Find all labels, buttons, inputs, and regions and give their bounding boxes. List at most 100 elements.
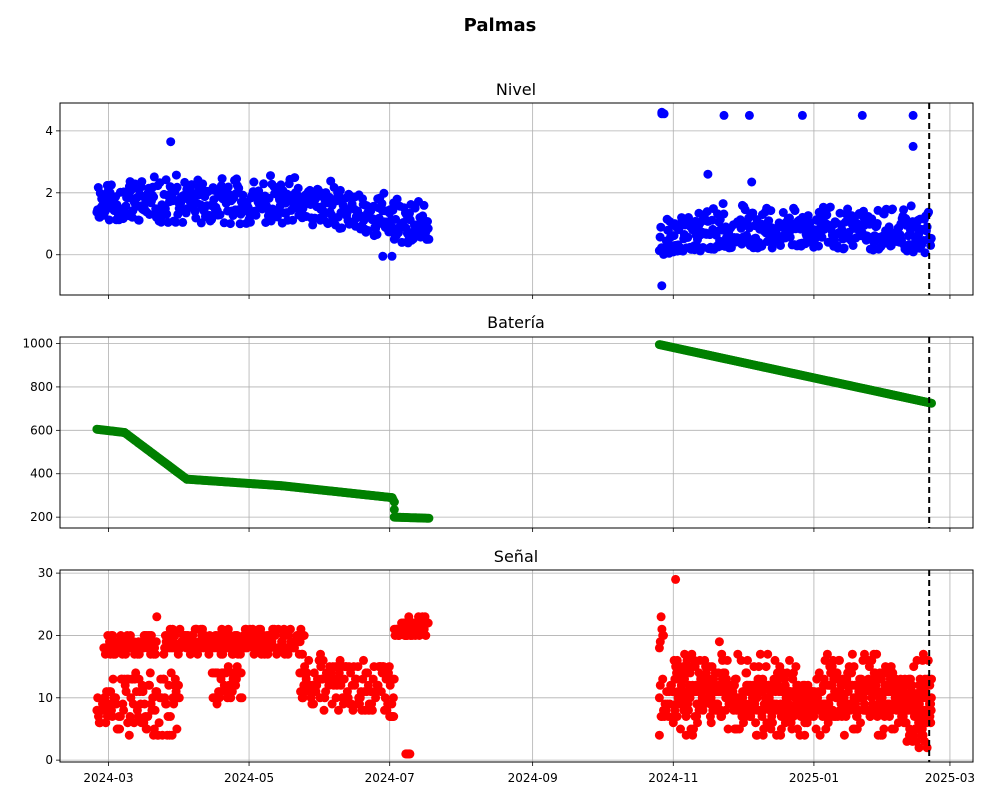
senal-point [822, 705, 832, 715]
senal-point [706, 718, 716, 728]
nivel-point [747, 177, 757, 187]
nivel-point [707, 215, 717, 225]
nivel-point [187, 180, 197, 190]
senal-point [814, 668, 824, 678]
senal-point [384, 662, 394, 672]
nivel-point [764, 216, 774, 226]
senal-point [668, 718, 678, 728]
senal-point [869, 649, 879, 659]
nivel-point [232, 174, 242, 184]
nivel-point [920, 248, 930, 258]
senal-point [910, 724, 920, 734]
nivel-point [288, 215, 298, 225]
senal-xtick-label-1: 2024-05 [224, 771, 274, 785]
nivel-ytick-label-0: 0 [45, 248, 53, 262]
nivel-point [337, 223, 347, 233]
senal-point [658, 674, 668, 684]
senal-point [389, 674, 399, 684]
nivel-point [234, 183, 244, 193]
senal-point [659, 631, 668, 640]
nivel-point [245, 217, 255, 227]
nivel-point [748, 208, 758, 218]
senal-ytick-label-2: 20 [38, 628, 53, 642]
senal-xtick-label-0: 2024-03 [83, 771, 133, 785]
senal-point [888, 668, 898, 678]
senal-point [693, 718, 702, 728]
nivel-point [744, 110, 754, 120]
senal-point [172, 724, 182, 734]
senal-point [331, 693, 341, 703]
nivel-point [134, 215, 144, 225]
senal-point [359, 655, 368, 665]
nivel-point [104, 215, 114, 225]
senal-point [414, 631, 424, 640]
senal-point [743, 655, 752, 665]
senal-point [334, 705, 343, 715]
senal-point [111, 699, 121, 709]
senal-point [857, 687, 867, 697]
senal-point [165, 712, 175, 721]
nivel-point [266, 171, 275, 181]
nivel-point [172, 182, 182, 192]
senal-point [654, 693, 664, 703]
senal-point [761, 662, 771, 672]
senal-point [731, 674, 741, 684]
nivel-point [121, 201, 131, 211]
senal-title: Señal [494, 547, 538, 566]
nivel-point [251, 210, 261, 220]
senal-point [878, 699, 888, 709]
nivel-point [872, 219, 882, 228]
senal-point [713, 699, 723, 709]
nivel-point [837, 225, 847, 235]
nivel-title: Nivel [496, 80, 536, 99]
nivel-point [778, 208, 788, 217]
nivel-point [259, 179, 269, 189]
senal-point [800, 730, 810, 740]
senal-point [167, 730, 177, 740]
senal-point [746, 712, 756, 721]
senal-point [154, 718, 164, 728]
senal-point [108, 674, 118, 684]
nivel-point [388, 205, 398, 215]
nivel-point [719, 110, 729, 120]
senal-point [714, 637, 724, 647]
senal-point [351, 674, 361, 684]
nivel-point [719, 209, 729, 219]
senal-point [697, 699, 706, 709]
senal-point [843, 680, 853, 690]
nivel-point [766, 206, 776, 216]
nivel-frame [59, 102, 974, 296]
bateria-panel: Batería 200 400 600 800 1000 [22, 313, 974, 532]
nivel-point [249, 177, 259, 187]
nivel-point [669, 231, 679, 241]
senal-xtick-label-6: 2025-03 [925, 771, 975, 785]
nivel-point [149, 192, 159, 202]
senal-point [815, 730, 825, 740]
bateria-ytick-label-3: 800 [30, 380, 53, 394]
senal-point [237, 693, 247, 703]
nivel-point [703, 169, 713, 179]
senal-point [824, 680, 834, 690]
nivel-point [137, 177, 147, 187]
senal-point [832, 668, 842, 678]
senal-frame [59, 569, 974, 763]
nivel-point [857, 110, 867, 120]
nivel-point [884, 222, 894, 232]
nivel-point [254, 186, 264, 196]
nivel-point [924, 207, 933, 217]
nivel-point [392, 194, 402, 204]
senal-panel: Señal 2024-03 2024-05 2024-07 2024-09 2024-1… [38, 547, 975, 785]
nivel-point [899, 205, 909, 215]
nivel-point [378, 251, 388, 261]
nivel-point [825, 202, 835, 212]
nivel-point [290, 173, 300, 183]
bateria-gridlines [60, 337, 973, 528]
senal-point [423, 618, 433, 628]
senal-point [847, 649, 857, 659]
figure-title: Palmas [464, 15, 537, 36]
senal-point [754, 662, 764, 672]
senal-point [152, 612, 162, 622]
senal-point [782, 668, 792, 678]
senal-point [872, 712, 882, 721]
senal-point [914, 743, 924, 753]
